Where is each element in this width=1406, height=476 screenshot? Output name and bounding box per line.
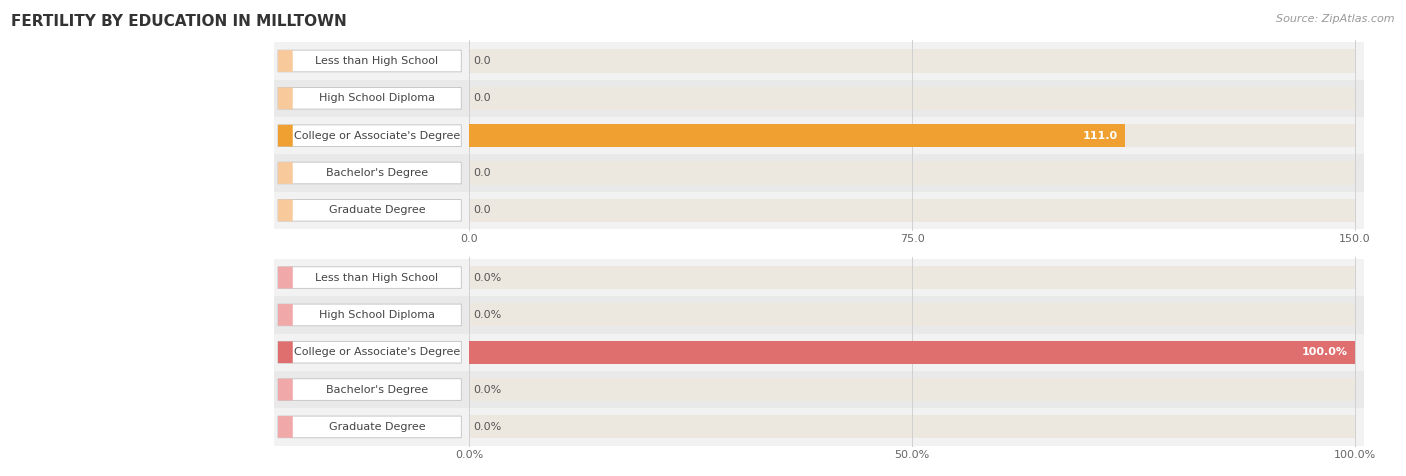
FancyBboxPatch shape <box>278 162 461 184</box>
Text: Less than High School: Less than High School <box>315 56 439 66</box>
Text: 0.0: 0.0 <box>474 56 491 66</box>
FancyBboxPatch shape <box>278 379 292 400</box>
FancyBboxPatch shape <box>278 267 292 288</box>
Bar <box>274 42 1364 79</box>
Bar <box>274 371 1364 408</box>
FancyBboxPatch shape <box>278 341 461 363</box>
Text: Bachelor's Degree: Bachelor's Degree <box>326 385 427 395</box>
Text: 0.0%: 0.0% <box>474 273 502 283</box>
FancyBboxPatch shape <box>278 125 461 147</box>
Bar <box>274 79 1364 117</box>
FancyBboxPatch shape <box>278 304 461 326</box>
Bar <box>274 117 1364 154</box>
Bar <box>470 161 1355 185</box>
Bar <box>274 296 1364 334</box>
Bar <box>274 192 1364 229</box>
Bar <box>470 87 1355 110</box>
Text: 0.0: 0.0 <box>474 205 491 215</box>
Bar <box>470 303 1355 327</box>
FancyBboxPatch shape <box>278 379 461 400</box>
FancyBboxPatch shape <box>278 416 292 438</box>
Text: 111.0: 111.0 <box>1083 130 1118 141</box>
FancyBboxPatch shape <box>278 199 292 221</box>
Bar <box>274 408 1364 446</box>
Text: Graduate Degree: Graduate Degree <box>329 422 425 432</box>
Text: FERTILITY BY EDUCATION IN MILLTOWN: FERTILITY BY EDUCATION IN MILLTOWN <box>11 14 347 30</box>
Bar <box>470 266 1355 289</box>
FancyBboxPatch shape <box>278 125 292 147</box>
FancyBboxPatch shape <box>278 162 292 184</box>
Bar <box>470 341 1355 364</box>
Bar <box>470 124 1125 147</box>
Text: 0.0%: 0.0% <box>474 385 502 395</box>
FancyBboxPatch shape <box>278 341 292 363</box>
Bar <box>274 334 1364 371</box>
Text: Bachelor's Degree: Bachelor's Degree <box>326 168 427 178</box>
Bar <box>470 124 1355 147</box>
Text: Less than High School: Less than High School <box>315 273 439 283</box>
Text: Graduate Degree: Graduate Degree <box>329 205 425 215</box>
Text: College or Associate's Degree: College or Associate's Degree <box>294 130 460 141</box>
FancyBboxPatch shape <box>278 416 461 438</box>
Bar <box>470 378 1355 401</box>
FancyBboxPatch shape <box>278 267 461 288</box>
FancyBboxPatch shape <box>278 50 292 72</box>
Text: Source: ZipAtlas.com: Source: ZipAtlas.com <box>1277 14 1395 24</box>
FancyBboxPatch shape <box>278 304 292 326</box>
FancyBboxPatch shape <box>278 199 461 221</box>
FancyBboxPatch shape <box>278 88 292 109</box>
Bar <box>470 199 1355 222</box>
Text: 0.0%: 0.0% <box>474 310 502 320</box>
Text: 0.0%: 0.0% <box>474 422 502 432</box>
Text: High School Diploma: High School Diploma <box>319 93 434 103</box>
Bar <box>470 341 1355 364</box>
Text: College or Associate's Degree: College or Associate's Degree <box>294 347 460 357</box>
FancyBboxPatch shape <box>278 88 461 109</box>
Text: High School Diploma: High School Diploma <box>319 310 434 320</box>
FancyBboxPatch shape <box>278 50 461 72</box>
Text: 100.0%: 100.0% <box>1302 347 1348 357</box>
Bar <box>470 50 1355 72</box>
Bar <box>274 259 1364 296</box>
Text: 0.0: 0.0 <box>474 93 491 103</box>
Text: 0.0: 0.0 <box>474 168 491 178</box>
Bar <box>470 416 1355 438</box>
Bar <box>274 154 1364 192</box>
